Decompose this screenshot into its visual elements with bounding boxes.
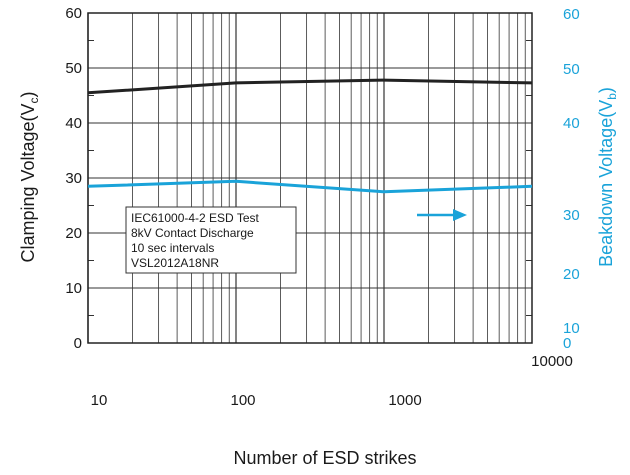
x-tick-label: 10 [91,392,108,409]
series-lines [87,78,533,194]
y-tick-left-label: 10 [65,280,82,297]
x-tick-label: 1000 [388,392,421,409]
y-tick-right-label: 0 [563,335,571,352]
y-tick-left-label: 60 [65,5,82,22]
y-tick-right-label: 30 [563,207,580,224]
y-tick-right-label: 20 [563,266,580,283]
x-tick-label: 100 [230,392,255,409]
x-axis-label: Number of ESD strikes [233,448,416,468]
y-axis-label-left: Clamping Voltage(Vc) [18,91,41,262]
annotation-line-1: IEC61000-4-2 ESD Test [131,211,260,225]
grid [87,12,532,344]
annotation-line-3: 10 sec intervals [131,241,214,255]
y-tick-right-label: 10 [563,320,580,337]
annotation-line-2: 8kV Contact Discharge [131,226,254,240]
x-tick-label: 10000 [531,353,573,370]
y-tick-left-label: 30 [65,170,82,187]
arrow-head-icon [453,209,467,221]
series-line-2 [87,179,533,194]
y-tick-right-label: 50 [563,61,580,78]
y-tick-left-label: 0 [74,335,82,352]
y-tick-right-label: 60 [563,6,580,23]
series-line-1 [87,78,533,95]
y-tick-right-label: 40 [563,115,580,132]
annotation-box: IEC61000-4-2 ESD Test 8kV Contact Discha… [125,206,297,274]
y-tick-left-label: 20 [65,225,82,242]
y-tick-left-label: 50 [65,60,82,77]
annotation-line-4: VSL2012A18NR [131,256,219,270]
plot-frame [87,12,533,344]
y-tick-left-label: 40 [65,115,82,132]
y-axis-label-right: Beakdown Voltage(Vb) [596,87,619,267]
right-axis-arrow [417,209,467,221]
annotation-box-frame [125,206,297,274]
